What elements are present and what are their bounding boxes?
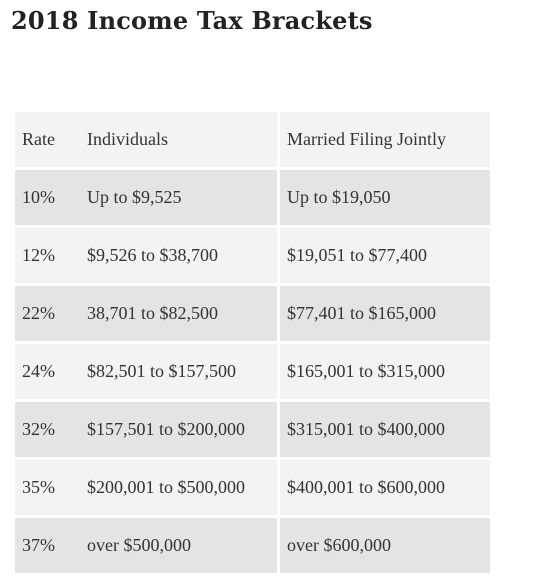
rate-cell: 10% [15, 170, 85, 228]
rate-cell: 24% [15, 344, 85, 402]
married-cell: $400,001 to $600,000 [280, 460, 490, 518]
rate-cell: 37% [15, 518, 85, 576]
married-cell: $19,051 to $77,400 [280, 228, 490, 286]
header-rate: Rate [15, 112, 85, 170]
individuals-cell: $157,501 to $200,000 [85, 402, 280, 460]
married-cell: over $600,000 [280, 518, 490, 576]
individuals-cell: $9,526 to $38,700 [85, 228, 280, 286]
individuals-cell: $200,001 to $500,000 [85, 460, 280, 518]
table-row: 10% Up to $9,525 Up to $19,050 [15, 170, 490, 228]
table-row: 24% $82,501 to $157,500 $165,001 to $315… [15, 344, 490, 402]
individuals-cell: Up to $9,525 [85, 170, 280, 228]
header-row: Rate Individuals Married Filing Jointly [15, 112, 490, 170]
married-cell: $165,001 to $315,000 [280, 344, 490, 402]
page-title: 2018 Income Tax Brackets [11, 6, 373, 35]
table-body: 10% Up to $9,525 Up to $19,050 12% $9,52… [15, 170, 490, 576]
table-header: Rate Individuals Married Filing Jointly [15, 112, 490, 170]
rate-cell: 35% [15, 460, 85, 518]
header-married-filing-jointly: Married Filing Jointly [280, 112, 490, 170]
individuals-cell: 38,701 to $82,500 [85, 286, 280, 344]
rate-cell: 12% [15, 228, 85, 286]
table-row: 35% $200,001 to $500,000 $400,001 to $60… [15, 460, 490, 518]
tax-bracket-table: Rate Individuals Married Filing Jointly … [15, 112, 490, 576]
rate-cell: 22% [15, 286, 85, 344]
header-individuals: Individuals [85, 112, 280, 170]
table-row: 32% $157,501 to $200,000 $315,001 to $40… [15, 402, 490, 460]
table-row: 37% over $500,000 over $600,000 [15, 518, 490, 576]
table-row: 22% 38,701 to $82,500 $77,401 to $165,00… [15, 286, 490, 344]
rate-cell: 32% [15, 402, 85, 460]
table-row: 12% $9,526 to $38,700 $19,051 to $77,400 [15, 228, 490, 286]
married-cell: Up to $19,050 [280, 170, 490, 228]
married-cell: $315,001 to $400,000 [280, 402, 490, 460]
individuals-cell: over $500,000 [85, 518, 280, 576]
individuals-cell: $82,501 to $157,500 [85, 344, 280, 402]
married-cell: $77,401 to $165,000 [280, 286, 490, 344]
